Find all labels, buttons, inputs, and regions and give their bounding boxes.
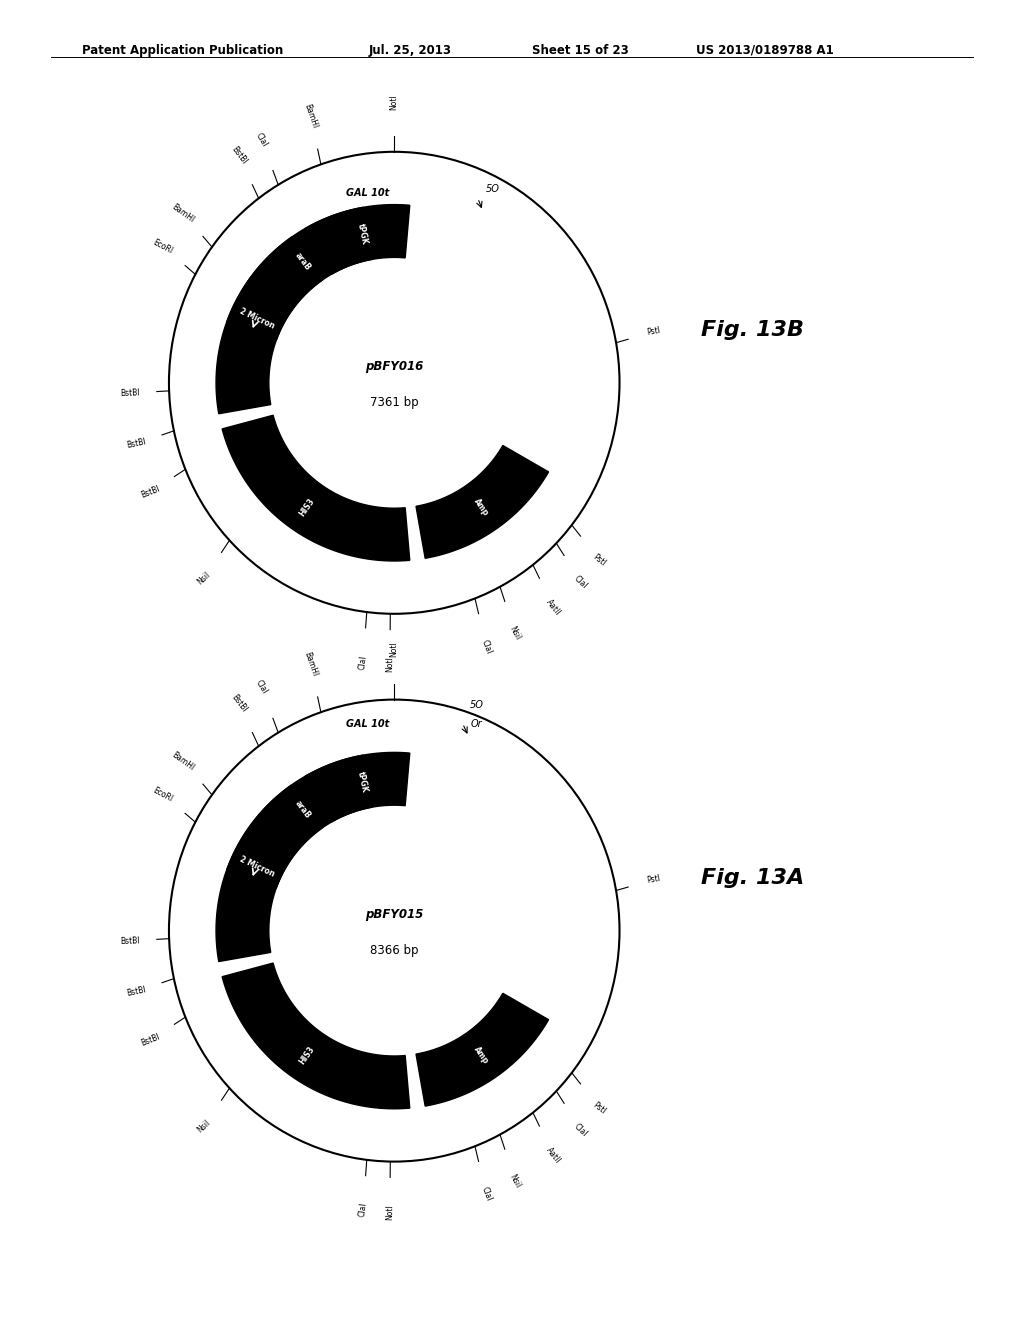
Polygon shape [216,784,323,961]
Text: pBFY015: pBFY015 [366,908,423,921]
Text: ClaI: ClaI [357,655,369,669]
Text: AatII: AatII [545,1146,562,1166]
Text: Or: Or [470,718,481,729]
Text: PstI: PstI [646,874,662,886]
Polygon shape [216,236,323,413]
Text: NsiI: NsiI [196,570,213,586]
Text: BstBI: BstBI [229,145,248,166]
Text: BstBI: BstBI [120,388,140,397]
Text: BstBI: BstBI [229,693,248,714]
Text: BamHI: BamHI [302,103,319,129]
Text: NsiI: NsiI [196,1118,213,1134]
Text: US 2013/0189788 A1: US 2013/0189788 A1 [696,44,835,57]
Text: ClaI: ClaI [254,678,269,696]
Text: EcoRI: EcoRI [152,238,174,255]
Text: BamHI: BamHI [302,651,319,677]
Polygon shape [226,207,373,341]
Text: 5O: 5O [485,183,499,194]
Text: NotI: NotI [390,642,398,657]
Text: araB: araB [293,799,312,820]
Text: ClaI: ClaI [572,1122,590,1138]
Text: BstBI: BstBI [120,936,140,945]
Text: NotI: NotI [390,94,398,110]
Text: Patent Application Publication: Patent Application Publication [82,44,284,57]
Polygon shape [222,416,410,561]
Text: ClaI: ClaI [479,1185,494,1203]
Text: Amp: Amp [472,1044,490,1065]
Text: Amp: Amp [472,496,490,517]
Text: GAL 10t: GAL 10t [346,187,389,198]
Text: 2 Micron: 2 Micron [238,306,275,330]
Text: HIS3: HIS3 [298,1044,316,1065]
Text: ClaI: ClaI [479,638,494,655]
Polygon shape [222,964,410,1109]
Text: 2 Micron: 2 Micron [238,854,275,878]
Text: tPGK: tPGK [356,223,370,246]
Text: BamHI: BamHI [170,202,197,224]
Text: NsiI: NsiI [508,1172,522,1189]
Text: HIS3: HIS3 [298,496,316,517]
Polygon shape [416,446,549,558]
Text: BstBI: BstBI [126,985,146,998]
Text: 5O: 5O [470,700,484,710]
Text: AatII: AatII [545,598,562,618]
Text: NotI: NotI [385,656,394,672]
Text: BstBI: BstBI [140,1032,162,1048]
Polygon shape [305,205,410,275]
Text: Fig. 13A: Fig. 13A [701,867,805,888]
Text: PstI: PstI [591,1100,608,1115]
Text: Sheet 15 of 23: Sheet 15 of 23 [532,44,629,57]
Text: BamHI: BamHI [170,750,197,772]
Text: tPGK: tPGK [356,771,370,793]
Text: EcoRI: EcoRI [152,785,174,803]
Text: Fig. 13B: Fig. 13B [701,319,805,341]
Text: araB: araB [293,251,312,272]
Text: PstI: PstI [591,552,608,568]
Polygon shape [305,752,410,822]
Text: ClaI: ClaI [254,131,269,148]
Text: PstI: PstI [646,326,662,338]
Text: ClaI: ClaI [357,1203,369,1217]
Text: NsiI: NsiI [508,624,522,642]
Text: 8366 bp: 8366 bp [370,944,419,957]
Text: NotI: NotI [385,1204,394,1220]
Text: 7361 bp: 7361 bp [370,396,419,409]
Text: ClaI: ClaI [572,574,590,590]
Text: GAL 10t: GAL 10t [346,718,389,729]
Text: pBFY016: pBFY016 [366,360,423,374]
Text: BstBI: BstBI [126,437,146,450]
Polygon shape [226,755,373,888]
Text: BstBI: BstBI [140,484,162,500]
Text: Jul. 25, 2013: Jul. 25, 2013 [369,44,452,57]
Polygon shape [416,993,549,1106]
